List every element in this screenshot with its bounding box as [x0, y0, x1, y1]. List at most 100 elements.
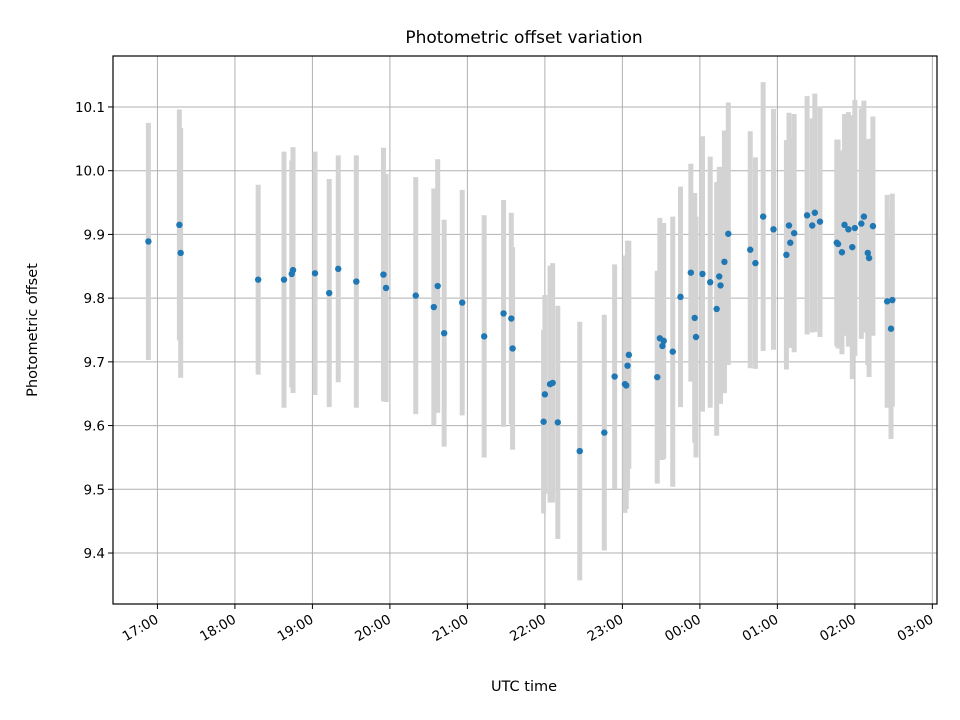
- data-point: [311, 270, 319, 277]
- data-point: [865, 254, 873, 262]
- data-point: [887, 325, 895, 332]
- data-point: [500, 310, 507, 317]
- data-point: [759, 213, 767, 220]
- data-point: [145, 238, 152, 245]
- y-tick-label: 9.7: [84, 355, 105, 371]
- data-point: [849, 243, 856, 251]
- x-tick-label: 03:00: [895, 612, 937, 645]
- data-point: [601, 429, 608, 436]
- data-point: [721, 258, 728, 266]
- x-tick-label: 22:00: [507, 612, 549, 645]
- data-point: [380, 271, 387, 278]
- data-point: [747, 246, 754, 253]
- y-tick-label: 9.5: [84, 482, 105, 498]
- data-point: [660, 337, 667, 345]
- data-point: [785, 222, 793, 229]
- data-point: [677, 293, 684, 301]
- data-point: [845, 226, 852, 233]
- data-point: [841, 221, 848, 229]
- data-point: [576, 447, 583, 455]
- data-point: [692, 333, 700, 341]
- data-point: [752, 259, 759, 267]
- data-point: [864, 249, 871, 257]
- y-axis-ticks: 9.4 9.5 9.6 9.7 9.8 9.9 10.0 10.1: [75, 100, 113, 562]
- x-tick-label: 20:00: [352, 612, 394, 645]
- data-point: [691, 314, 698, 322]
- data-point: [335, 265, 342, 273]
- data-point: [659, 342, 666, 350]
- data-point: [717, 282, 724, 289]
- chart-title: Photometric offset variation: [405, 28, 642, 48]
- y-tick-label: 9.8: [84, 291, 105, 307]
- data-point: [687, 269, 695, 276]
- plot-frame: [112, 55, 938, 605]
- data-point: [809, 222, 816, 229]
- data-point: [440, 329, 448, 337]
- data-point: [459, 299, 466, 306]
- data-point: [540, 418, 547, 425]
- data-point: [790, 229, 798, 237]
- data-point: [803, 212, 811, 219]
- data-point: [623, 382, 630, 389]
- data-point: [624, 362, 631, 369]
- data-point: [280, 276, 288, 283]
- data-point: [725, 230, 732, 237]
- error-bars: [145, 82, 895, 581]
- data-point: [289, 266, 297, 274]
- data-point: [254, 276, 262, 283]
- data-point: [860, 213, 868, 220]
- x-tick-label: 17:00: [120, 612, 162, 645]
- x-tick-label: 02:00: [817, 612, 859, 645]
- data-point: [858, 220, 865, 227]
- data-point: [889, 296, 896, 304]
- data-point: [554, 419, 562, 426]
- data-point: [382, 284, 390, 292]
- y-tick-label: 10.1: [75, 100, 105, 116]
- data-point: [549, 379, 556, 387]
- data-point: [508, 315, 515, 322]
- data-point: [412, 292, 419, 299]
- data-point: [176, 221, 183, 229]
- data-point: [699, 270, 706, 278]
- data-point: [787, 239, 794, 246]
- data-point: [816, 218, 824, 225]
- data-point: [434, 282, 441, 290]
- data-point: [716, 273, 723, 280]
- data-point: [869, 222, 877, 230]
- data-point: [770, 226, 777, 233]
- data-point: [326, 289, 333, 297]
- data-point: [669, 348, 676, 355]
- x-tick-label: 00:00: [662, 612, 704, 645]
- x-tick-label: 23:00: [585, 612, 627, 645]
- data-point: [838, 249, 846, 256]
- data-point: [353, 278, 360, 285]
- data-points: [145, 209, 896, 455]
- data-point: [851, 224, 859, 232]
- x-tick-label: 21:00: [430, 612, 472, 645]
- data-point: [541, 391, 549, 398]
- data-point: [509, 345, 516, 352]
- data-point: [783, 251, 790, 259]
- data-point: [177, 249, 184, 257]
- data-point: [713, 305, 720, 313]
- data-point: [834, 240, 842, 248]
- y-tick-label: 9.4: [84, 546, 105, 562]
- data-point: [611, 373, 618, 380]
- data-point: [811, 209, 819, 216]
- x-axis-label: UTC time: [491, 679, 557, 695]
- data-point: [707, 279, 714, 286]
- x-tick-label: 18:00: [197, 612, 239, 645]
- x-axis-ticks: 17:00 18:00 19:00 20:00 21:00 22:00 23:00 00:00…: [120, 604, 937, 645]
- x-tick-label: 19:00: [275, 612, 317, 645]
- y-axis-label: Photometric offset: [25, 263, 41, 397]
- data-point: [883, 298, 891, 305]
- x-tick-label: 01:00: [740, 612, 782, 645]
- data-point: [480, 333, 488, 340]
- data-point: [625, 351, 633, 359]
- data-point: [430, 303, 438, 311]
- y-tick-label: 9.6: [84, 419, 105, 435]
- y-tick-label: 9.9: [84, 227, 105, 243]
- y-tick-label: 10.0: [75, 164, 105, 180]
- data-point: [654, 373, 661, 381]
